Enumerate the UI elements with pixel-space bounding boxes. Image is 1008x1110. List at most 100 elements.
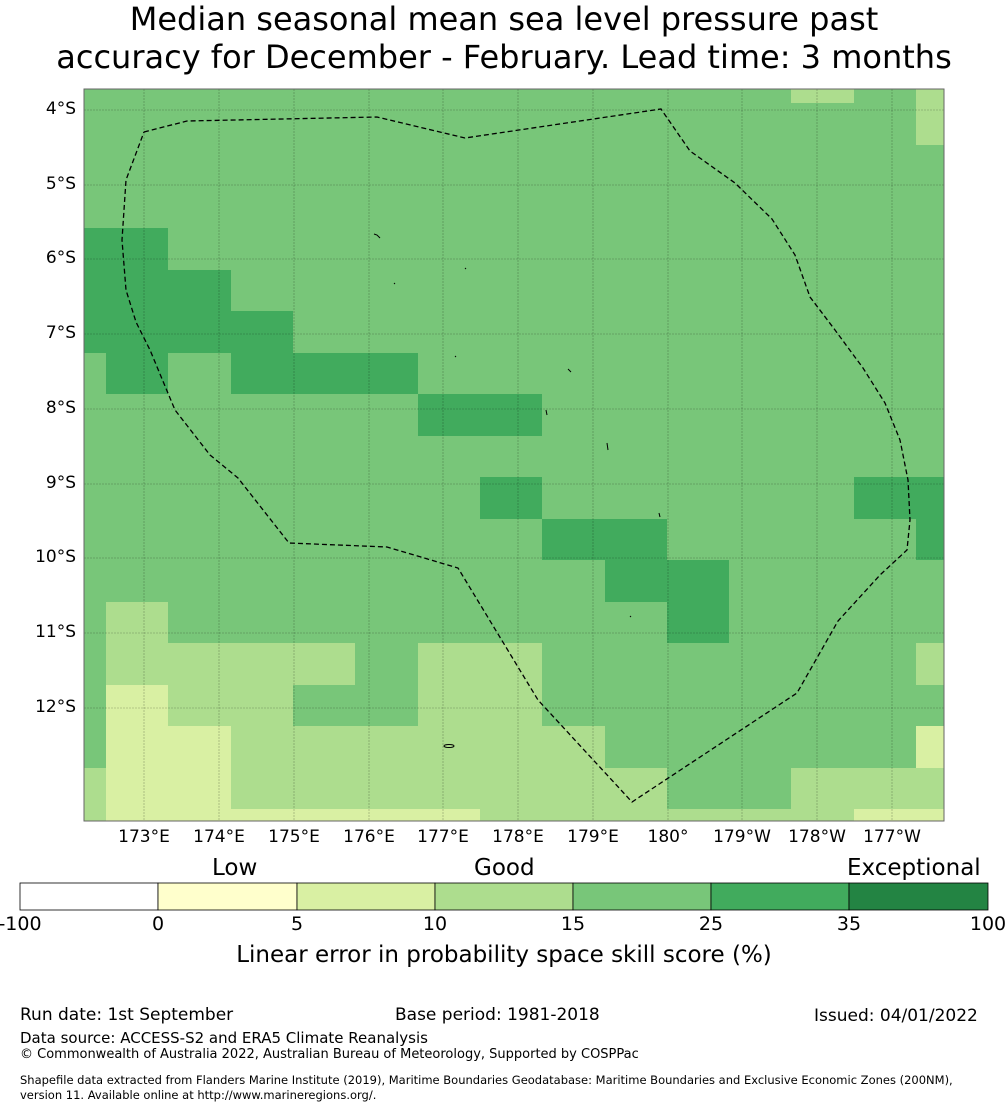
skill-cell (854, 228, 917, 271)
longitude-label: 177°E (417, 827, 469, 847)
skill-cell (84, 89, 107, 104)
skill-cell (231, 187, 294, 229)
skill-cell (293, 519, 356, 561)
skill-cell (106, 436, 169, 478)
skill-cell (791, 228, 855, 271)
skill-cell (168, 643, 232, 686)
skill-cell (231, 685, 294, 727)
skill-cell (418, 103, 481, 146)
skill-cell (542, 311, 606, 354)
skill-cell (667, 685, 730, 727)
skill-cell (168, 560, 232, 603)
skill-cell (916, 726, 945, 769)
skill-cell (84, 726, 107, 769)
skill-cell (106, 187, 169, 229)
skill-cell (542, 560, 606, 603)
skill-cell (480, 602, 543, 644)
skill-cell (418, 768, 481, 810)
latitude-label: 6°S (45, 248, 76, 268)
skill-cell (418, 311, 481, 354)
skill-cell (605, 436, 668, 478)
skill-cell (729, 477, 792, 520)
skill-cell (355, 602, 419, 644)
skill-cell (168, 270, 232, 312)
skill-cell (916, 311, 945, 354)
skill-cell (791, 519, 855, 561)
skill-cell (168, 89, 232, 104)
skill-cell (293, 394, 356, 437)
skill-cell (854, 436, 917, 478)
skill-cell (542, 602, 606, 644)
skill-cell (231, 519, 294, 561)
map-title-line-1: Median seasonal mean sea level pressure … (129, 0, 879, 38)
colorbar-tick-label: 15 (560, 913, 586, 935)
longitude-label: 177°W (863, 827, 921, 847)
island (629, 615, 632, 618)
skill-cell (293, 89, 356, 104)
skill-cell (168, 311, 232, 354)
island (464, 267, 467, 270)
skill-cell (293, 477, 356, 520)
skill-cell (729, 560, 792, 603)
island (454, 355, 457, 358)
skill-cell (168, 436, 232, 478)
skill-cell (667, 643, 730, 686)
skill-cell (106, 311, 169, 354)
skill-cell (106, 228, 169, 271)
island (373, 233, 381, 239)
skill-cell (542, 89, 606, 104)
colorbar-tick-label: 5 (290, 913, 304, 935)
skill-cell (605, 809, 668, 822)
skill-cell (791, 270, 855, 312)
colorbar-tick-label: 10 (422, 913, 448, 935)
run-date: Run date: 1st September (20, 1005, 234, 1025)
skill-cell (667, 353, 730, 395)
skill-cell (293, 768, 356, 810)
skill-cell (168, 685, 232, 727)
skill-cell (293, 145, 356, 188)
island (545, 409, 548, 416)
skill-cell (667, 560, 730, 603)
map-title-line-2: accuracy for December - February. Lead t… (56, 38, 952, 76)
skill-cell (418, 228, 481, 271)
skill-cell (106, 602, 169, 644)
skill-cell (729, 145, 792, 188)
skill-cell (667, 477, 730, 520)
skill-cell (729, 602, 792, 644)
skill-cell (480, 477, 543, 520)
skill-cell (605, 560, 668, 603)
skill-cell (293, 311, 356, 354)
skill-cell (916, 228, 945, 271)
skill-cell (168, 187, 232, 229)
skill-cell (106, 726, 169, 769)
skill-cell (418, 685, 481, 727)
skill-cell (418, 519, 481, 561)
skill-cell (729, 89, 792, 104)
skill-cell (168, 228, 232, 271)
skill-cell (667, 436, 730, 478)
base-period: Base period: 1981-2018 (395, 1005, 600, 1025)
longitude-label: 176°E (343, 827, 395, 847)
skill-cell (916, 353, 945, 395)
skill-cell (667, 602, 730, 644)
skill-cell (84, 311, 107, 354)
skill-cell (605, 311, 668, 354)
skill-cell (729, 394, 792, 437)
data-source: Data source: ACCESS-S2 and ERA5 Climate … (20, 1029, 428, 1047)
skill-cell (916, 560, 945, 603)
skill-cell (168, 103, 232, 146)
skill-cell (729, 809, 792, 822)
skill-cell (84, 145, 107, 188)
skill-cell (293, 726, 356, 769)
skill-cell (84, 353, 107, 395)
skill-cell (418, 187, 481, 229)
colorbar-category-low: Low (212, 855, 258, 881)
skill-cell (106, 477, 169, 520)
skill-cell (168, 602, 232, 644)
issued-date: Issued: 04/01/2022 (814, 1006, 978, 1026)
skill-cell (106, 809, 169, 822)
longitude-label: 179°E (567, 827, 619, 847)
skill-cell (605, 103, 668, 146)
skill-cell (355, 726, 419, 769)
skill-cell (667, 394, 730, 437)
